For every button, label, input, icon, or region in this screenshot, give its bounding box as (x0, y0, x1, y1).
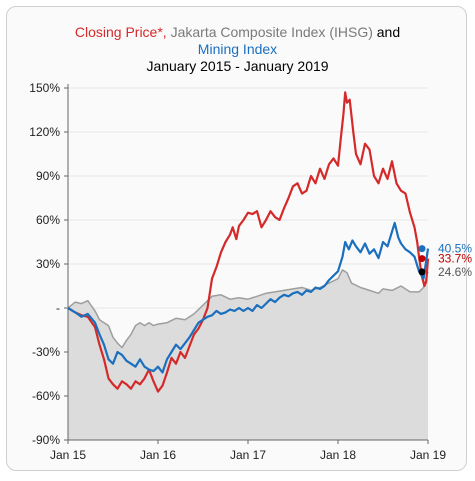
x-tick-label: Jan 18 (320, 448, 356, 462)
mining-index-series-line (67, 221, 430, 374)
y-tick-label: -30% (32, 345, 60, 359)
x-tick-label: Jan 19 (410, 448, 446, 462)
title-closing-price: Closing Price*, (74, 24, 167, 40)
y-tick-label: 60% (36, 213, 60, 227)
y-tick-label: -90% (32, 433, 60, 447)
chart-title-line1: Closing Price*, Jakarta Composite Index … (0, 24, 475, 41)
y-tick-label: 150% (29, 81, 60, 95)
y-tick-label: 30% (36, 257, 60, 271)
closing-price-end-label: 33.7% (438, 252, 472, 266)
mining-index-end-marker (418, 245, 426, 253)
ihsg-end-label: 24.6% (438, 265, 472, 279)
x-tick-label: Jan 15 (50, 448, 86, 462)
y-tick-label: - (56, 301, 60, 315)
title-and: and (376, 24, 401, 40)
y-tick-label: -60% (32, 389, 60, 403)
ihsg-series-line (67, 269, 429, 349)
mining-index-end-label: 40.5% (438, 242, 472, 256)
x-tick-label: Jan 16 (140, 448, 176, 462)
title-mining-index: Mining Index (197, 41, 278, 57)
chart-title-line2: Mining Index (0, 41, 475, 58)
y-tick-label: 120% (29, 125, 60, 139)
x-tick-label: Jan 17 (230, 448, 266, 462)
ihsg-area (68, 269, 428, 440)
ihsg-end-marker (418, 268, 426, 276)
closing-price-series-line (67, 91, 430, 393)
y-tick-label: 90% (36, 169, 60, 183)
title-ihsg: Jakarta Composite Index (IHSG) (170, 24, 373, 40)
closing-price-end-marker (418, 255, 426, 263)
chart-subtitle: January 2015 - January 2019 (146, 58, 329, 74)
